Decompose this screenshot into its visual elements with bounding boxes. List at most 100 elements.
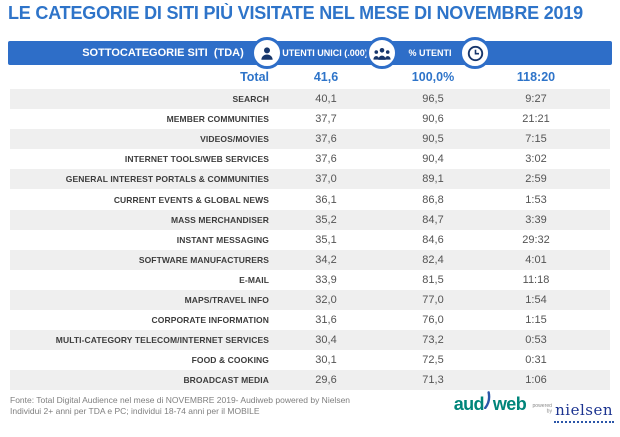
row-category-label: INTERNET TOOLS/WEB SERVICES bbox=[124, 154, 269, 165]
row-utenti-unici-value: 35,1 bbox=[315, 233, 337, 246]
row-tempo-persona-value: 0:31 bbox=[525, 354, 547, 367]
row-utenti-unici-value: 34,2 bbox=[315, 253, 337, 266]
table-row: SOFTWARE MANUFACTURERS 34,2 82,4 4:01 bbox=[10, 249, 610, 270]
row-category-label: CORPORATE INFORMATION bbox=[151, 315, 269, 326]
audiweb-text-left: aud bbox=[453, 394, 485, 414]
row-utenti-unici-value: 31,6 bbox=[315, 314, 337, 327]
row-pct-utenti-value: 96,5 bbox=[422, 93, 444, 106]
total-row: Total 41,6 100,0% 118:20 bbox=[10, 65, 610, 89]
table-row: CURRENT EVENTS & GLOBAL NEWS 36,1 86,8 1… bbox=[10, 189, 610, 209]
total-label: Total bbox=[240, 70, 269, 84]
powered-label: powered bbox=[532, 403, 553, 409]
row-pct-utenti-value: 71,3 bbox=[422, 374, 444, 387]
header-category-label: SOTTOCATEGORIE SITI (TDA) bbox=[82, 47, 244, 59]
table-row: BROADCAST MEDIA 29,6 71,3 1:06 bbox=[10, 370, 610, 391]
users-icon bbox=[366, 37, 398, 69]
row-pct-utenti-value: 84,7 bbox=[422, 213, 444, 226]
powered-by-label: powered by bbox=[533, 404, 553, 414]
row-utenti-unici-value: 30,1 bbox=[315, 354, 337, 367]
table-row: MASS MERCHANDISER 35,2 84,7 3:39 bbox=[10, 209, 610, 230]
table-row: FOOD & COOKING 30,1 72,5 0:31 bbox=[10, 350, 610, 370]
audiweb-swoosh-icon bbox=[484, 391, 492, 414]
row-category-label: MULTI-CATEGORY TELECOM/INTERNET SERVICES bbox=[55, 335, 269, 346]
row-pct-utenti-value: 84,6 bbox=[422, 233, 444, 246]
row-tempo-persona-value: 0:53 bbox=[525, 334, 547, 347]
user-icon bbox=[251, 37, 283, 69]
row-tempo-persona-value: 3:02 bbox=[525, 153, 547, 166]
audiweb-wordmark: aud web bbox=[453, 391, 527, 415]
row-tempo-persona-value: 11:18 bbox=[522, 273, 550, 286]
row-category-label: VIDEOS/MOVIES bbox=[200, 134, 269, 145]
table-row: E-MAIL 33,9 81,5 11:18 bbox=[10, 270, 610, 290]
row-utenti-unici-value: 32,0 bbox=[315, 293, 337, 306]
row-pct-utenti-value: 77,0 bbox=[422, 293, 444, 306]
row-utenti-unici-value: 37,6 bbox=[315, 133, 337, 146]
total-utenti-unici: 41,6 bbox=[313, 70, 339, 84]
table-row: MEMBER COMMUNITIES 37,7 90,6 21:21 bbox=[10, 109, 610, 129]
row-utenti-unici-value: 37,6 bbox=[315, 153, 337, 166]
row-tempo-persona-value: 2:59 bbox=[525, 173, 547, 186]
table-row: MAPS/TRAVEL INFO 32,0 77,0 1:54 bbox=[10, 289, 610, 311]
table-row: INTERNET TOOLS/WEB SERVICES 37,6 90,4 3:… bbox=[10, 149, 610, 169]
total-pct-utenti: 100,0% bbox=[411, 70, 455, 84]
row-pct-utenti-value: 76,0 bbox=[422, 314, 444, 327]
row-tempo-persona-value: 9:27 bbox=[525, 93, 547, 106]
row-pct-utenti-value: 81,5 bbox=[422, 273, 444, 286]
row-category-label: FOOD & COOKING bbox=[191, 355, 269, 366]
row-tempo-persona-value: 21:21 bbox=[522, 113, 550, 126]
row-tempo-persona-value: 4:01 bbox=[525, 253, 547, 266]
row-category-label: CURRENT EVENTS & GLOBAL NEWS bbox=[113, 194, 269, 205]
row-pct-utenti-value: 73,2 bbox=[422, 334, 444, 347]
table-header-band: SOTTOCATEGORIE SITI (TDA) UTENTI UNICI (… bbox=[8, 37, 612, 104]
row-pct-utenti-value: 90,6 bbox=[422, 113, 444, 126]
audiweb-text-right: web bbox=[492, 394, 527, 414]
table-row: SEARCH 40,1 96,5 9:27 bbox=[10, 89, 610, 110]
table-row: INSTANT MESSAGING 35,1 84,6 29:32 bbox=[10, 230, 610, 250]
row-category-label: SEARCH bbox=[232, 94, 269, 105]
row-tempo-persona-value: 29:32 bbox=[522, 233, 550, 246]
row-pct-utenti-value: 89,1 bbox=[422, 173, 444, 186]
total-tempo-persona: 118:20 bbox=[516, 70, 556, 84]
table-row: GENERAL INTEREST PORTALS & COMMUNITIES 3… bbox=[10, 169, 610, 190]
clock-icon bbox=[459, 37, 491, 69]
row-category-label: MEMBER COMMUNITIES bbox=[166, 114, 269, 125]
source-line-2: Individui 2+ anni per TDA e PC; individu… bbox=[10, 405, 260, 416]
row-utenti-unici-value: 37,7 bbox=[315, 113, 337, 126]
audiweb-nielsen-logo: aud web powered by nielsen bbox=[454, 391, 614, 427]
row-utenti-unici-value: 37,0 bbox=[315, 173, 337, 186]
table-row: MULTI-CATEGORY TELECOM/INTERNET SERVICES… bbox=[10, 330, 610, 351]
row-utenti-unici-value: 33,9 bbox=[315, 273, 337, 286]
row-pct-utenti-value: 90,5 bbox=[422, 133, 444, 146]
table-row: VIDEOS/MOVIES 37,6 90,5 7:15 bbox=[10, 129, 610, 150]
row-category-label: MASS MERCHANDISER bbox=[170, 214, 269, 225]
row-pct-utenti-value: 72,5 bbox=[422, 354, 444, 367]
source-note: Fonte: Total Digital Audience nel mese d… bbox=[10, 395, 410, 416]
row-tempo-persona-value: 3:39 bbox=[525, 213, 547, 226]
row-utenti-unici-value: 35,2 bbox=[315, 213, 337, 226]
row-category-label: E-MAIL bbox=[239, 274, 269, 285]
header-pct-utenti-label: % UTENTI bbox=[408, 48, 452, 58]
row-utenti-unici-value: 40,1 bbox=[315, 93, 337, 106]
row-tempo-persona-value: 1:53 bbox=[525, 193, 547, 206]
source-line-1: Fonte: Total Digital Audience nel mese d… bbox=[10, 395, 351, 405]
row-tempo-persona-value: 1:15 bbox=[525, 314, 547, 327]
row-category-label: SOFTWARE MANUFACTURERS bbox=[138, 254, 269, 265]
row-tempo-persona-value: 7:15 bbox=[525, 133, 547, 146]
row-category-label: GENERAL INTEREST PORTALS & COMMUNITIES bbox=[65, 174, 269, 185]
row-pct-utenti-value: 90,4 bbox=[422, 153, 444, 166]
by-label: by bbox=[546, 408, 553, 414]
row-category-label: BROADCAST MEDIA bbox=[183, 375, 269, 386]
row-pct-utenti-value: 82,4 bbox=[422, 253, 444, 266]
row-category-label: MAPS/TRAVEL INFO bbox=[184, 294, 269, 305]
header-utenti-unici-label: UTENTI UNICI (.000) bbox=[282, 48, 368, 58]
nielsen-wordmark: nielsen bbox=[554, 401, 614, 423]
page-title: LE CATEGORIE DI SITI PIÙ VISITATE NEL ME… bbox=[8, 3, 583, 23]
row-pct-utenti-value: 86,8 bbox=[422, 193, 444, 206]
row-tempo-persona-value: 1:06 bbox=[525, 374, 547, 387]
row-utenti-unici-value: 30,4 bbox=[315, 334, 337, 347]
header-tempo-line1: TEMPO/PERSONA bbox=[498, 63, 578, 74]
row-utenti-unici-value: 36,1 bbox=[315, 193, 337, 206]
table-body: SEARCH 40,1 96,5 9:27 MEMBER COMMUNITIES… bbox=[10, 89, 610, 391]
table-row: CORPORATE INFORMATION 31,6 76,0 1:15 bbox=[10, 310, 610, 330]
